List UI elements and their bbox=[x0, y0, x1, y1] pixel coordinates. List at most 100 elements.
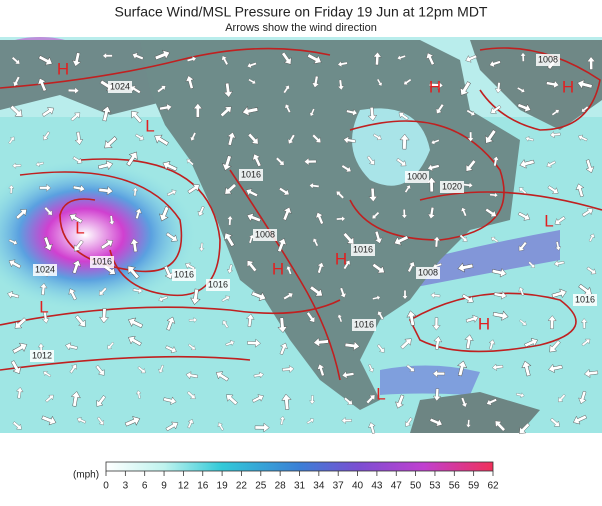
isobar-label: 1008 bbox=[255, 229, 275, 239]
wind-arrow bbox=[98, 185, 114, 196]
wind-arrow bbox=[488, 339, 496, 350]
wind-arrow bbox=[222, 320, 229, 329]
wind-arrow bbox=[460, 397, 468, 408]
wind-arrow bbox=[341, 370, 355, 379]
wind-arrow bbox=[35, 161, 44, 167]
wind-arrow bbox=[346, 108, 358, 117]
wind-arrow bbox=[493, 291, 507, 300]
wind-arrow bbox=[435, 103, 445, 114]
wind-arrow bbox=[279, 416, 286, 425]
wind-arrow bbox=[156, 85, 166, 93]
pressure-center: H bbox=[478, 314, 490, 333]
wind-arrow bbox=[135, 133, 145, 141]
wind-arrow bbox=[372, 263, 385, 274]
wind-arrow bbox=[187, 184, 200, 194]
wind-arrow bbox=[277, 317, 288, 333]
wind-arrow bbox=[464, 334, 474, 349]
wind-arrow bbox=[253, 371, 264, 379]
wind-arrow bbox=[405, 417, 413, 427]
wind-arrow bbox=[401, 209, 408, 219]
wind-arrow bbox=[316, 363, 325, 377]
wind-arrow bbox=[585, 159, 595, 174]
wind-arrow bbox=[465, 314, 479, 323]
isobar-label-bg bbox=[172, 269, 196, 281]
wind-arrow bbox=[433, 236, 441, 248]
pressure-center: H bbox=[57, 59, 69, 78]
wind-arrow bbox=[377, 344, 385, 353]
isobar-label: 1016 bbox=[354, 319, 374, 329]
wind-arrow bbox=[287, 134, 296, 145]
legend-tick-label: 40 bbox=[352, 481, 364, 492]
wind-arrow bbox=[44, 206, 53, 216]
wind-arrow bbox=[489, 192, 499, 198]
wind-arrow bbox=[132, 187, 139, 197]
wind-arrow bbox=[166, 189, 177, 197]
isobar-line bbox=[479, 47, 601, 131]
wind-arrow bbox=[588, 233, 595, 242]
wind-arrow bbox=[102, 52, 113, 60]
wind-arrow bbox=[465, 54, 478, 63]
legend-tick-label: 50 bbox=[410, 481, 422, 492]
wind-arrow bbox=[367, 106, 377, 122]
wind-arrow bbox=[407, 261, 416, 273]
wind-arrow bbox=[432, 369, 445, 378]
pressure-center: L bbox=[145, 116, 154, 135]
wind-arrow bbox=[254, 422, 270, 433]
wind-arrow bbox=[516, 392, 525, 398]
wind-arrow bbox=[401, 290, 409, 300]
wind-arrow bbox=[586, 266, 597, 275]
wind-arrow bbox=[575, 183, 585, 198]
wind-arrow bbox=[224, 183, 237, 195]
wind-arrow bbox=[281, 51, 292, 65]
wind-arrow bbox=[41, 415, 57, 426]
wind-arrow bbox=[246, 62, 257, 69]
title: Surface Wind/MSL Pressure on Friday 19 J… bbox=[115, 4, 488, 20]
wind-arrow bbox=[162, 161, 178, 172]
isobar-label: 1000 bbox=[407, 171, 427, 181]
wind-arrow bbox=[404, 184, 411, 193]
pressure-center: H bbox=[562, 77, 574, 96]
pressure-center: L bbox=[39, 297, 48, 316]
wind-arrow bbox=[465, 419, 472, 428]
wind-arrow bbox=[104, 136, 118, 149]
wind-arrow bbox=[188, 343, 196, 350]
wind-arrow bbox=[98, 287, 107, 296]
wind-arrow bbox=[73, 239, 84, 252]
wind-arrow bbox=[427, 163, 440, 172]
wind-arrow bbox=[368, 187, 378, 203]
wind-arrow bbox=[336, 215, 346, 222]
wind-arrow bbox=[581, 208, 594, 217]
wind-arrow bbox=[186, 56, 197, 63]
wind-arrow bbox=[246, 260, 258, 273]
isobar-label-bg bbox=[239, 169, 263, 181]
wind-arrow bbox=[124, 416, 141, 427]
wind-arrow bbox=[306, 311, 316, 323]
wind-arrow bbox=[581, 338, 591, 347]
isobar-label: 1016 bbox=[92, 256, 112, 266]
wind-arrow bbox=[306, 418, 315, 425]
land-north-america bbox=[140, 40, 520, 410]
wind-arrow bbox=[222, 155, 232, 171]
wind-arrow bbox=[45, 394, 54, 403]
wind-arrow bbox=[519, 422, 530, 434]
isobar-label: 1016 bbox=[208, 279, 228, 289]
isobar-label-bg bbox=[416, 267, 440, 279]
legend-tick-label: 0 bbox=[103, 481, 109, 492]
wind-arrow bbox=[519, 319, 527, 326]
wind-arrow bbox=[68, 87, 80, 95]
wind-arrow bbox=[317, 262, 325, 274]
wind-arrow bbox=[525, 136, 534, 142]
wind-arrow bbox=[309, 182, 320, 189]
isobar-label-bg bbox=[405, 171, 429, 183]
wind-arrow bbox=[284, 103, 291, 113]
wind-arrow bbox=[252, 153, 262, 167]
wind-arrow bbox=[277, 238, 287, 253]
wind-arrow bbox=[220, 106, 232, 118]
wind-arrow bbox=[41, 107, 55, 117]
wind-arrow bbox=[457, 360, 468, 377]
wind-arrow bbox=[427, 206, 436, 220]
wind-arrow bbox=[42, 131, 51, 141]
legend-ticks: 0 3 6 9 12 16 19 22 25 28 31 34 37 40 43 47 50 53 56 59 62 bbox=[103, 471, 499, 492]
wind-arrow bbox=[72, 52, 82, 67]
wind-arrow bbox=[372, 295, 381, 301]
